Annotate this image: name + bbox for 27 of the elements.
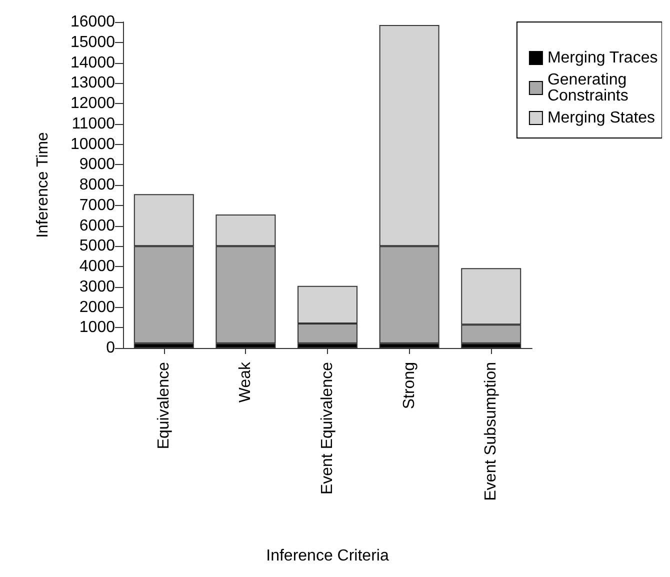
y-tick-label: 6000 bbox=[79, 217, 116, 234]
y-tick-label: 13000 bbox=[70, 74, 116, 92]
legend-label: Merging Traces bbox=[547, 50, 658, 66]
y-tick-label: 11000 bbox=[72, 115, 116, 132]
y-tick-label: 0 bbox=[106, 340, 116, 356]
y-tick-label: 12000 bbox=[70, 95, 116, 112]
y-tick-label: 3000 bbox=[79, 278, 116, 296]
y-tick-label: 16000 bbox=[70, 14, 116, 30]
x-axis-title: Inference Criteria bbox=[266, 548, 389, 564]
y-tick-label: 2000 bbox=[79, 298, 116, 316]
legend-label: Generating Constraints bbox=[547, 72, 632, 104]
y-tick-label: 15000 bbox=[70, 34, 116, 51]
legend-label: Merging States bbox=[547, 110, 656, 126]
y-tick-label: 10000 bbox=[70, 136, 116, 153]
x-tick-label: Equivalence bbox=[155, 362, 172, 450]
y-tick-label: 5000 bbox=[79, 238, 116, 255]
x-tick-label: Weak bbox=[237, 361, 254, 403]
y-tick-label: 7000 bbox=[79, 196, 116, 214]
y-axis-title: Inference Time bbox=[34, 132, 52, 238]
x-tick-label: Strong bbox=[400, 362, 418, 410]
y-tick-label: 8000 bbox=[79, 176, 116, 194]
y-tick-label: 1000 bbox=[79, 319, 116, 336]
y-tick-label: 4000 bbox=[79, 258, 116, 275]
y-tick-label: 14000 bbox=[70, 54, 116, 72]
x-tick-label: Event Subsumption bbox=[482, 362, 500, 501]
y-tick-label: 9000 bbox=[79, 156, 116, 174]
x-tick-label: Event Equivalence bbox=[319, 362, 336, 495]
